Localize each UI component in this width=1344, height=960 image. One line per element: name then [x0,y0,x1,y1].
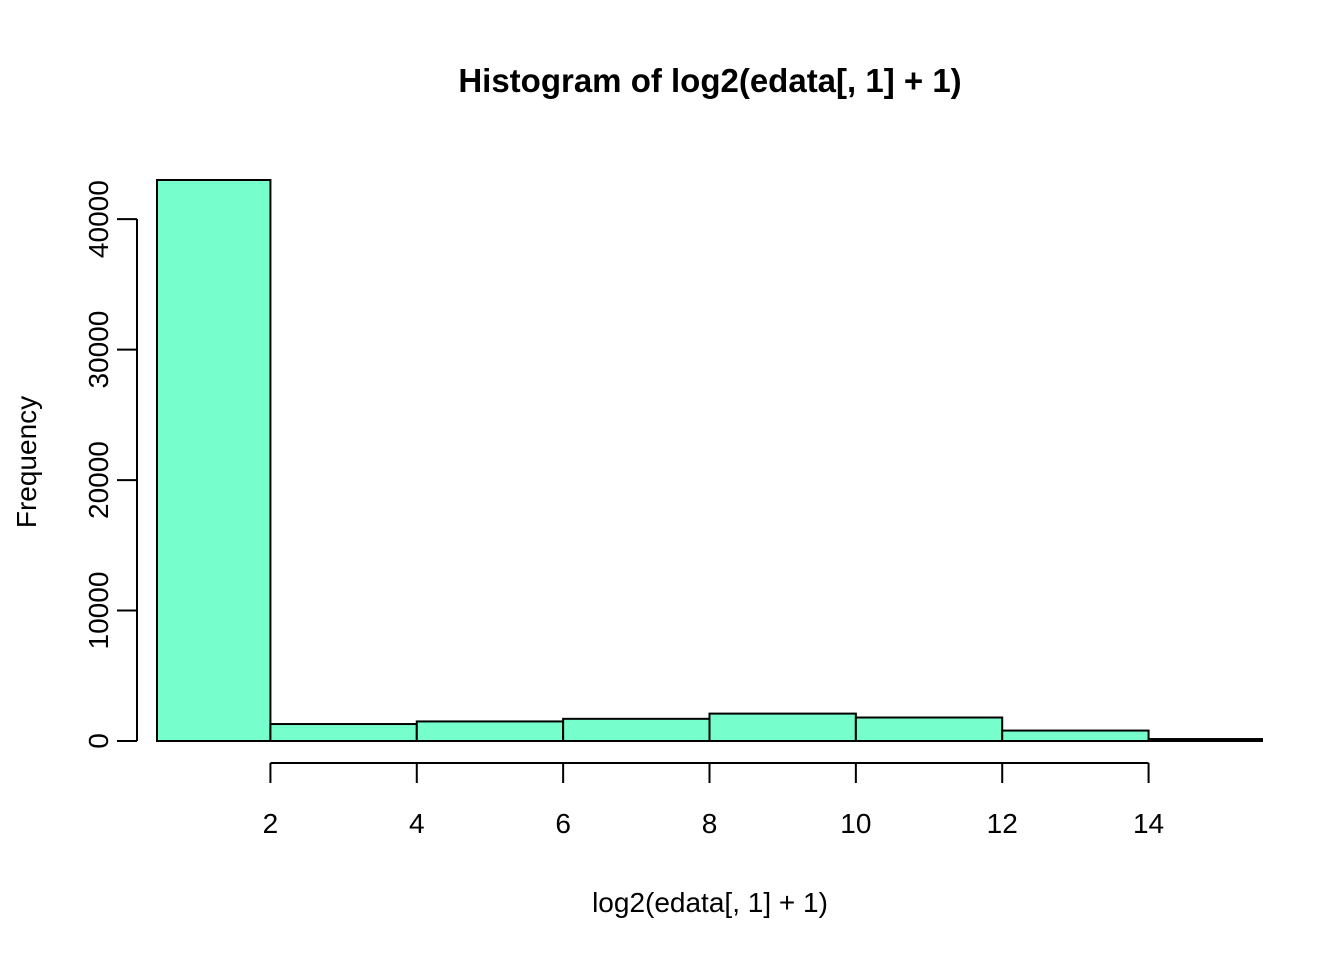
histogram-bar [269,723,418,743]
histogram-bar [708,712,857,743]
x-tick-label: 2 [263,808,279,839]
histogram-bar [415,720,565,743]
y-tick-label: 20000 [83,441,114,519]
chart-title: Histogram of log2(edata[, 1] + 1) [458,62,961,99]
y-tick-label: 0 [83,733,114,749]
x-tick-label: 4 [409,808,425,839]
histogram-bar [562,717,711,742]
y-tick-label: 30000 [83,311,114,389]
x-tick-label: 6 [555,808,571,839]
x-axis: 2 4 6 8 10 12 14 [263,762,1164,839]
y-axis-label: Frequency [11,396,42,528]
bars-group [156,179,1264,743]
x-tick-label: 10 [840,808,871,839]
y-axis: 0 10000 20000 30000 40000 [83,180,138,749]
x-axis-label: log2(edata[, 1] + 1) [592,887,828,918]
y-tick-label: 40000 [83,180,114,258]
y-tick-label: 10000 [83,572,114,650]
x-tick-label: 12 [987,808,1018,839]
x-tick-label: 14 [1133,808,1164,839]
x-tick-label: 8 [702,808,718,839]
histogram-bar [1001,729,1150,743]
histogram-bar [156,179,272,742]
histogram-bar [1147,738,1264,743]
histogram-bar [854,716,1004,743]
